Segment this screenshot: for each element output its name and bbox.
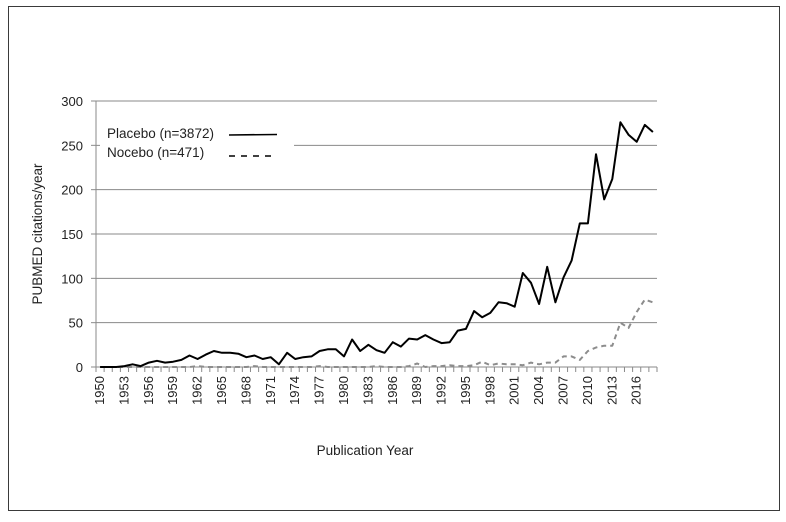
x-tick-label: 1968 [238,376,253,405]
x-tick-label: 1974 [287,376,302,405]
x-tick-label: 1986 [385,376,400,405]
y-tick-label: 250 [61,138,83,153]
x-tick-label: 1992 [434,376,449,405]
x-tick-label: 1995 [458,376,473,405]
y-tick-label: 200 [61,183,83,198]
y-tick-label: 150 [61,227,83,242]
x-axis: 1950 1953 1956 1959 1962 1965 1968 1971 1974 1977… [92,366,658,405]
legend-swatch-solid [228,133,278,136]
legend: Placebo (n=3872) Nocebo (n=471) [100,118,294,164]
x-tick-label: 2016 [629,376,644,405]
chart-frame [8,6,780,511]
y-tick-label: 50 [69,316,83,331]
x-tick-label: 1977 [312,376,327,405]
y-tick-label: 0 [76,360,83,375]
x-tick-label: 1956 [141,376,156,405]
x-tick-label: 1950 [92,376,107,405]
x-tick-label: 2004 [531,376,546,405]
y-axis-title: PUBMED citations/year [30,163,45,305]
y-axis: 0 50 100 150 200 250 300 [61,94,97,375]
x-tick-label: 1989 [409,376,424,405]
x-tick-label: 1983 [360,376,375,405]
y-tick-label: 300 [61,94,83,109]
x-tick-label: 1962 [190,376,205,405]
series-line-placebo [100,121,654,368]
x-tick-label: 2010 [580,376,595,405]
legend-label-nocebo: Nocebo (n=471) [107,145,204,160]
x-tick-label: 2013 [604,376,619,405]
data-series [100,121,654,368]
x-axis-title: Publication Year [317,443,414,458]
x-tick-label: 2007 [556,376,571,405]
x-tick-label: 1953 [116,376,131,405]
x-tick-label: 2001 [507,376,522,405]
series-line-nocebo [100,298,654,368]
x-tick-label: 1959 [165,376,180,405]
legend-label-placebo: Placebo (n=3872) [107,126,214,141]
x-tick-label: 1980 [336,376,351,405]
x-tick-label: 1998 [482,376,497,405]
legend-background [100,118,294,164]
y-tick-label: 100 [61,271,83,286]
x-tick-label: 1965 [214,376,229,405]
x-tick-label: 1971 [263,376,278,405]
